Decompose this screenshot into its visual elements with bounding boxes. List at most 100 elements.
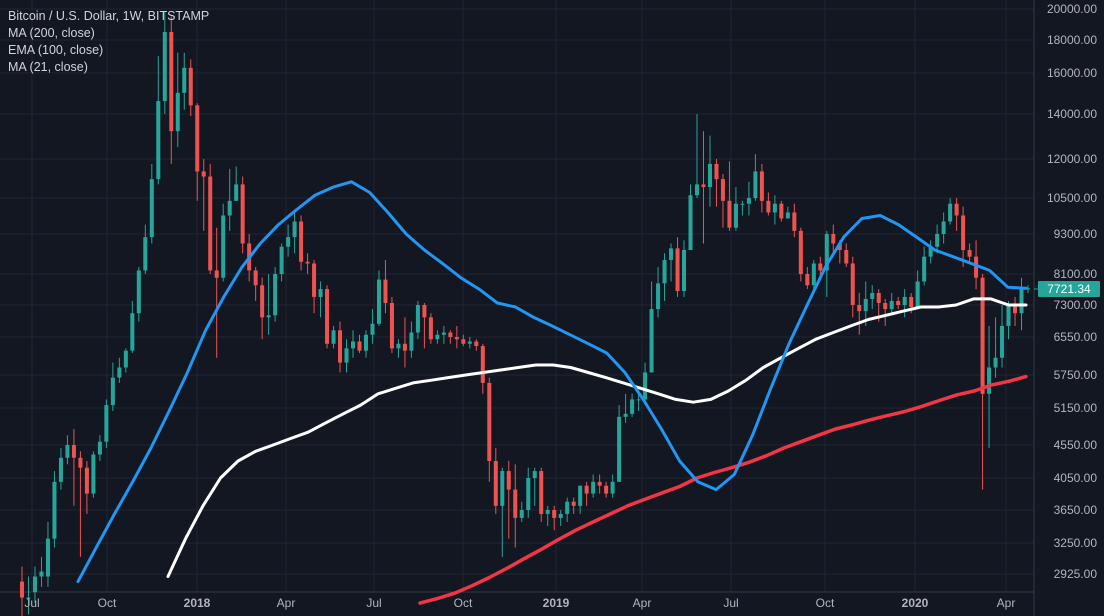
candle-body-80	[539, 471, 544, 514]
candles	[19, 11, 1031, 616]
y-tick-label-2: 16000.00	[1047, 66, 1097, 80]
x-tick-label-5: Oct	[454, 596, 473, 610]
candle-body-56	[383, 279, 388, 303]
candle-body-19	[143, 237, 148, 271]
candle-body-32	[227, 200, 232, 216]
candle-body-79	[532, 471, 537, 478]
chart-title[interactable]: Bitcoin / U.S. Dollar, 1W, BITSTAMP	[8, 9, 210, 23]
y-tick-label-13: 4050.00	[1054, 471, 1098, 485]
candle-body-93	[623, 413, 628, 417]
candle-body-144	[954, 203, 959, 216]
candle-body-14	[110, 377, 115, 406]
candle-body-36	[253, 270, 258, 286]
candle-body-40	[279, 246, 284, 274]
candle-body-135	[896, 300, 901, 305]
y-tick-label-5: 10500.00	[1047, 191, 1097, 205]
candle-body-5	[52, 481, 57, 539]
candle-body-143	[948, 203, 953, 222]
candle-body-116	[772, 203, 777, 213]
candle-body-132	[876, 292, 881, 303]
candle-body-104	[694, 184, 700, 196]
candle-body-96	[643, 372, 648, 400]
candle-body-97	[649, 309, 654, 373]
candle-body-39	[273, 274, 278, 316]
candle-body-120	[798, 230, 803, 274]
x-tick-label-8: Jul	[723, 596, 738, 610]
candle-body-112	[746, 198, 751, 204]
candle-body-151	[1000, 325, 1005, 358]
candle-body-3	[39, 571, 44, 577]
candle-body-142	[941, 221, 946, 234]
legend-ma21[interactable]: MA (21, close)	[8, 60, 88, 74]
x-tick-label-11: Apr	[997, 596, 1016, 610]
candle-body-81	[545, 510, 550, 514]
candle-body-0	[19, 581, 25, 598]
candle-body-57	[389, 302, 394, 349]
candle-body-38	[266, 315, 271, 318]
candle-body-61	[415, 305, 420, 333]
candle-body-60	[409, 332, 414, 351]
candle-body-124	[824, 234, 829, 271]
y-axis[interactable]: 20000.00 18000.00 16000.00 14000.00 12000.00…	[1034, 2, 1097, 581]
candle-body-65	[441, 332, 446, 335]
candle-body-119	[792, 212, 797, 231]
candle-body-125	[831, 234, 836, 244]
candle-body-122	[811, 263, 816, 286]
candle-body-94	[630, 399, 635, 414]
candle-body-22	[162, 31, 167, 102]
x-tick-label-7: Apr	[633, 596, 652, 610]
candle-body-12	[97, 441, 102, 455]
candle-body-13	[104, 405, 109, 442]
candle-body-150	[993, 357, 998, 368]
candle-body-126	[837, 243, 842, 251]
x-tick-label-9: Oct	[816, 596, 835, 610]
candle-body-33	[234, 184, 239, 201]
candle-body-31	[221, 215, 226, 278]
legend-ema100[interactable]: EMA (100, close)	[8, 43, 104, 57]
candle-body-7	[65, 445, 70, 458]
candle-body-98	[656, 283, 661, 310]
candle-body-134	[889, 300, 894, 310]
candle-body-20	[149, 179, 154, 238]
legend-ma200[interactable]: MA (200, close)	[8, 26, 95, 40]
y-tick-label-15: 3250.00	[1054, 536, 1098, 550]
candle-body-108	[720, 179, 725, 201]
candle-body-110	[733, 203, 738, 228]
candle-body-68	[461, 339, 466, 344]
y-tick-label-11: 5150.00	[1054, 401, 1098, 415]
y-tick-label-3: 14000.00	[1047, 107, 1097, 121]
candle-body-43	[299, 221, 304, 262]
candle-body-92	[617, 416, 622, 482]
candle-body-28	[201, 171, 206, 177]
candle-body-75	[506, 471, 511, 490]
candle-body-45	[312, 263, 317, 297]
candle-body-41	[286, 237, 291, 247]
candle-body-139	[922, 256, 927, 282]
x-tick-label-3: Apr	[277, 596, 296, 610]
candle-body-9	[78, 457, 83, 468]
x-axis[interactable]: Jul Oct 2018 Apr Jul Oct 2019 Apr Jul Oct 2020 Apr	[24, 596, 1015, 610]
x-tick-label-1: Oct	[98, 596, 117, 610]
candle-body-102	[682, 250, 687, 292]
candle-body-137	[909, 296, 914, 308]
candle-body-154	[1019, 289, 1024, 314]
candle-body-25	[182, 67, 187, 93]
candle-body-59	[402, 343, 407, 351]
candle-body-121	[805, 274, 810, 286]
candle-body-27	[195, 105, 200, 172]
candle-body-16	[123, 350, 128, 368]
candle-body-26	[188, 67, 193, 106]
candle-body-37	[260, 285, 265, 318]
candle-body-114	[759, 171, 764, 201]
candle-body-53	[363, 334, 368, 351]
candle-body-129	[857, 305, 862, 312]
candle-body-140	[928, 246, 933, 257]
candle-body-15	[117, 367, 122, 378]
x-tick-label-10: 2020	[902, 596, 929, 610]
candle-body-34	[240, 184, 245, 244]
candle-body-109	[727, 200, 732, 228]
x-tick-label-4: Jul	[366, 596, 381, 610]
candle-body-50	[344, 348, 349, 363]
candle-body-88	[591, 481, 596, 494]
